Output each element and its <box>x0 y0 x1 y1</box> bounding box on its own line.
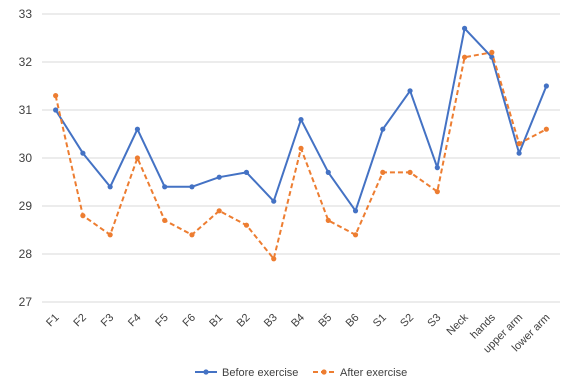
series-line-1 <box>54 51 547 260</box>
legend-label: After exercise <box>340 367 407 379</box>
x-tick-label: F4 <box>126 312 144 330</box>
data-point <box>80 150 86 156</box>
x-tick-label: F3 <box>99 312 117 330</box>
data-point <box>162 217 168 223</box>
x-tick-label: F5 <box>153 312 171 330</box>
x-tick-label: F2 <box>71 312 89 330</box>
data-point <box>53 93 59 99</box>
data-point <box>543 126 549 132</box>
data-point <box>380 169 386 175</box>
legend-label: Before exercise <box>222 367 298 379</box>
x-tick-label: B5 <box>316 312 334 330</box>
data-point <box>352 208 359 214</box>
y-tick-label: 29 <box>19 199 33 213</box>
x-tick-label: F6 <box>181 312 199 330</box>
x-tick-label: B4 <box>289 312 307 330</box>
x-tick-label: Neck <box>444 311 471 338</box>
data-point <box>516 141 522 147</box>
legend-swatch-marker <box>321 369 327 375</box>
data-point <box>80 213 86 219</box>
data-point <box>461 25 468 31</box>
data-point <box>216 174 222 180</box>
y-tick-label: 27 <box>19 295 33 309</box>
data-point <box>380 126 386 132</box>
data-point <box>189 184 195 190</box>
data-point <box>134 155 141 161</box>
data-point <box>407 88 413 94</box>
x-tick-label: B6 <box>344 312 362 330</box>
data-point <box>53 107 59 113</box>
data-point <box>189 232 195 238</box>
data-point <box>243 222 250 228</box>
data-point <box>216 208 222 214</box>
x-tick-label: B3 <box>262 312 280 330</box>
data-point <box>407 169 413 175</box>
series-group <box>53 25 549 262</box>
legend: Before exercise After exercise <box>195 367 407 379</box>
y-axis-ticks: 27 28 29 30 31 32 33 <box>19 7 33 309</box>
x-tick-label: S1 <box>371 312 389 330</box>
data-point <box>325 169 331 175</box>
data-point <box>352 232 359 238</box>
gridlines <box>42 13 560 303</box>
y-tick-label: 28 <box>19 247 33 261</box>
legend-swatch-marker <box>203 369 209 375</box>
data-point <box>461 54 468 60</box>
data-point <box>134 126 141 132</box>
data-point <box>434 165 440 171</box>
data-point <box>298 145 304 151</box>
data-point <box>543 83 549 89</box>
x-axis-ticks: F1 F2 F3 F4 F5 F6 B1 B2 B3 B4 B5 B6 S1 S2 S3 Neckhandsu… <box>44 311 552 355</box>
data-point <box>516 150 522 156</box>
x-tick-label: B1 <box>207 312 225 330</box>
y-tick-label: 32 <box>19 55 33 69</box>
x-tick-label: S3 <box>425 312 443 330</box>
data-point <box>489 49 495 56</box>
x-tick-label: F1 <box>44 312 62 330</box>
y-tick-label: 31 <box>19 103 33 117</box>
y-tick-label: 33 <box>19 7 33 21</box>
x-tick-label: S2 <box>398 312 416 330</box>
data-point <box>107 232 113 238</box>
x-tick-label: B2 <box>235 312 253 330</box>
data-point <box>271 198 277 204</box>
data-point <box>271 256 277 262</box>
data-point <box>162 184 168 190</box>
data-point <box>243 169 250 175</box>
data-point <box>325 217 331 223</box>
data-point <box>434 189 440 195</box>
data-point <box>107 184 113 190</box>
y-tick-label: 30 <box>19 151 33 165</box>
data-point <box>298 117 304 123</box>
